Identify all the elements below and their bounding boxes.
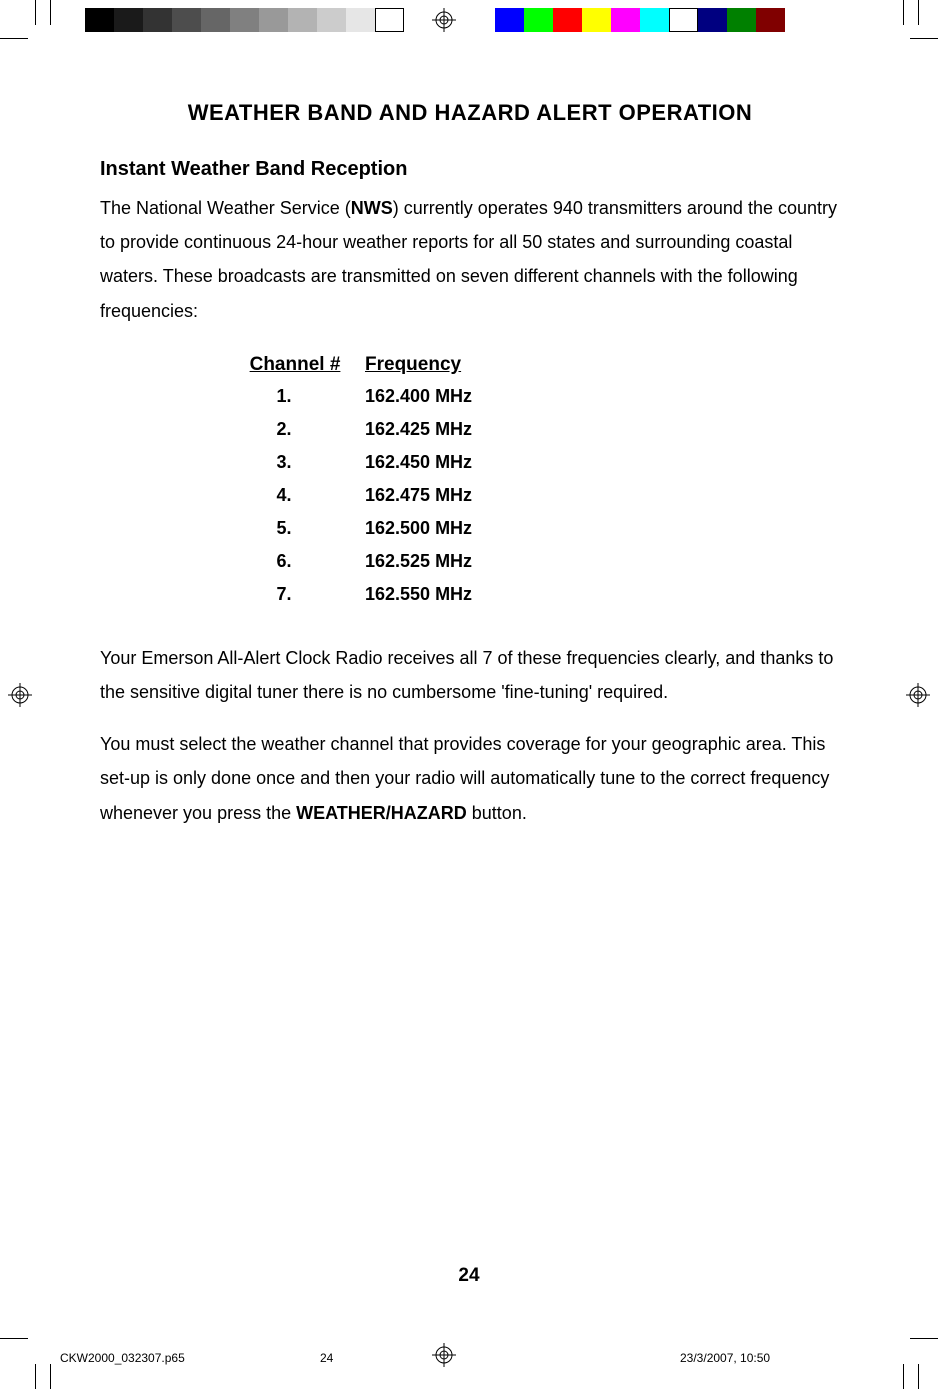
- cell-channel: 5.: [225, 518, 365, 539]
- table-row: 7. 162.550 MHz: [225, 584, 840, 605]
- registration-bottom: CKW2000_032307.p65 24 23/3/2007, 10:50: [0, 1329, 938, 1389]
- registration-target-top: [432, 8, 456, 37]
- paragraph-2: Your Emerson All-Alert Clock Radio recei…: [100, 641, 840, 709]
- page-title: WEATHER BAND AND HAZARD ALERT OPERATION: [100, 100, 840, 126]
- section-heading: Instant Weather Band Reception: [100, 158, 840, 181]
- weather-hazard-button-label: WEATHER/HAZARD: [296, 803, 467, 823]
- paragraph-3: You must select the weather channel that…: [100, 727, 840, 830]
- table-row: 5. 162.500 MHz: [225, 518, 840, 539]
- cell-frequency: 162.475 MHz: [365, 485, 525, 506]
- cell-channel: 2.: [225, 419, 365, 440]
- footer-filename: CKW2000_032307.p65: [60, 1351, 185, 1365]
- page-number: 24: [0, 1265, 938, 1287]
- page-content: WEATHER BAND AND HAZARD ALERT OPERATION …: [100, 100, 840, 848]
- cell-channel: 1.: [225, 386, 365, 407]
- table-row: 1. 162.400 MHz: [225, 386, 840, 407]
- table-row: 2. 162.425 MHz: [225, 419, 840, 440]
- col-header-frequency: Frequency: [365, 354, 525, 376]
- table-row: 3. 162.450 MHz: [225, 452, 840, 473]
- table-row: 6. 162.525 MHz: [225, 551, 840, 572]
- registration-target-bottom: [432, 1343, 456, 1372]
- registration-target-left: [8, 683, 32, 712]
- cell-frequency: 162.550 MHz: [365, 584, 525, 605]
- cell-frequency: 162.500 MHz: [365, 518, 525, 539]
- cell-channel: 3.: [225, 452, 365, 473]
- frequency-table: Channel # Frequency 1. 162.400 MHz 2. 16…: [225, 354, 840, 605]
- nws-abbrev: NWS: [351, 198, 393, 218]
- color-calibration-bar: [495, 8, 785, 32]
- cell-frequency: 162.450 MHz: [365, 452, 525, 473]
- footer-date: 23/3/2007, 10:50: [680, 1351, 770, 1365]
- grayscale-calibration-bar: [85, 8, 404, 32]
- cell-frequency: 162.400 MHz: [365, 386, 525, 407]
- para1-prefix: The National Weather Service (: [100, 198, 351, 218]
- cell-channel: 7.: [225, 584, 365, 605]
- intro-paragraph: The National Weather Service (NWS) curre…: [100, 191, 840, 328]
- registration-target-right: [906, 683, 930, 712]
- col-header-channel: Channel #: [225, 354, 365, 376]
- cell-channel: 4.: [225, 485, 365, 506]
- cell-frequency: 162.525 MHz: [365, 551, 525, 572]
- registration-top: [0, 0, 938, 40]
- table-row: 4. 162.475 MHz: [225, 485, 840, 506]
- footer-page: 24: [320, 1351, 333, 1365]
- para3-suffix: button.: [467, 803, 527, 823]
- cell-frequency: 162.425 MHz: [365, 419, 525, 440]
- table-header-row: Channel # Frequency: [225, 354, 840, 376]
- cell-channel: 6.: [225, 551, 365, 572]
